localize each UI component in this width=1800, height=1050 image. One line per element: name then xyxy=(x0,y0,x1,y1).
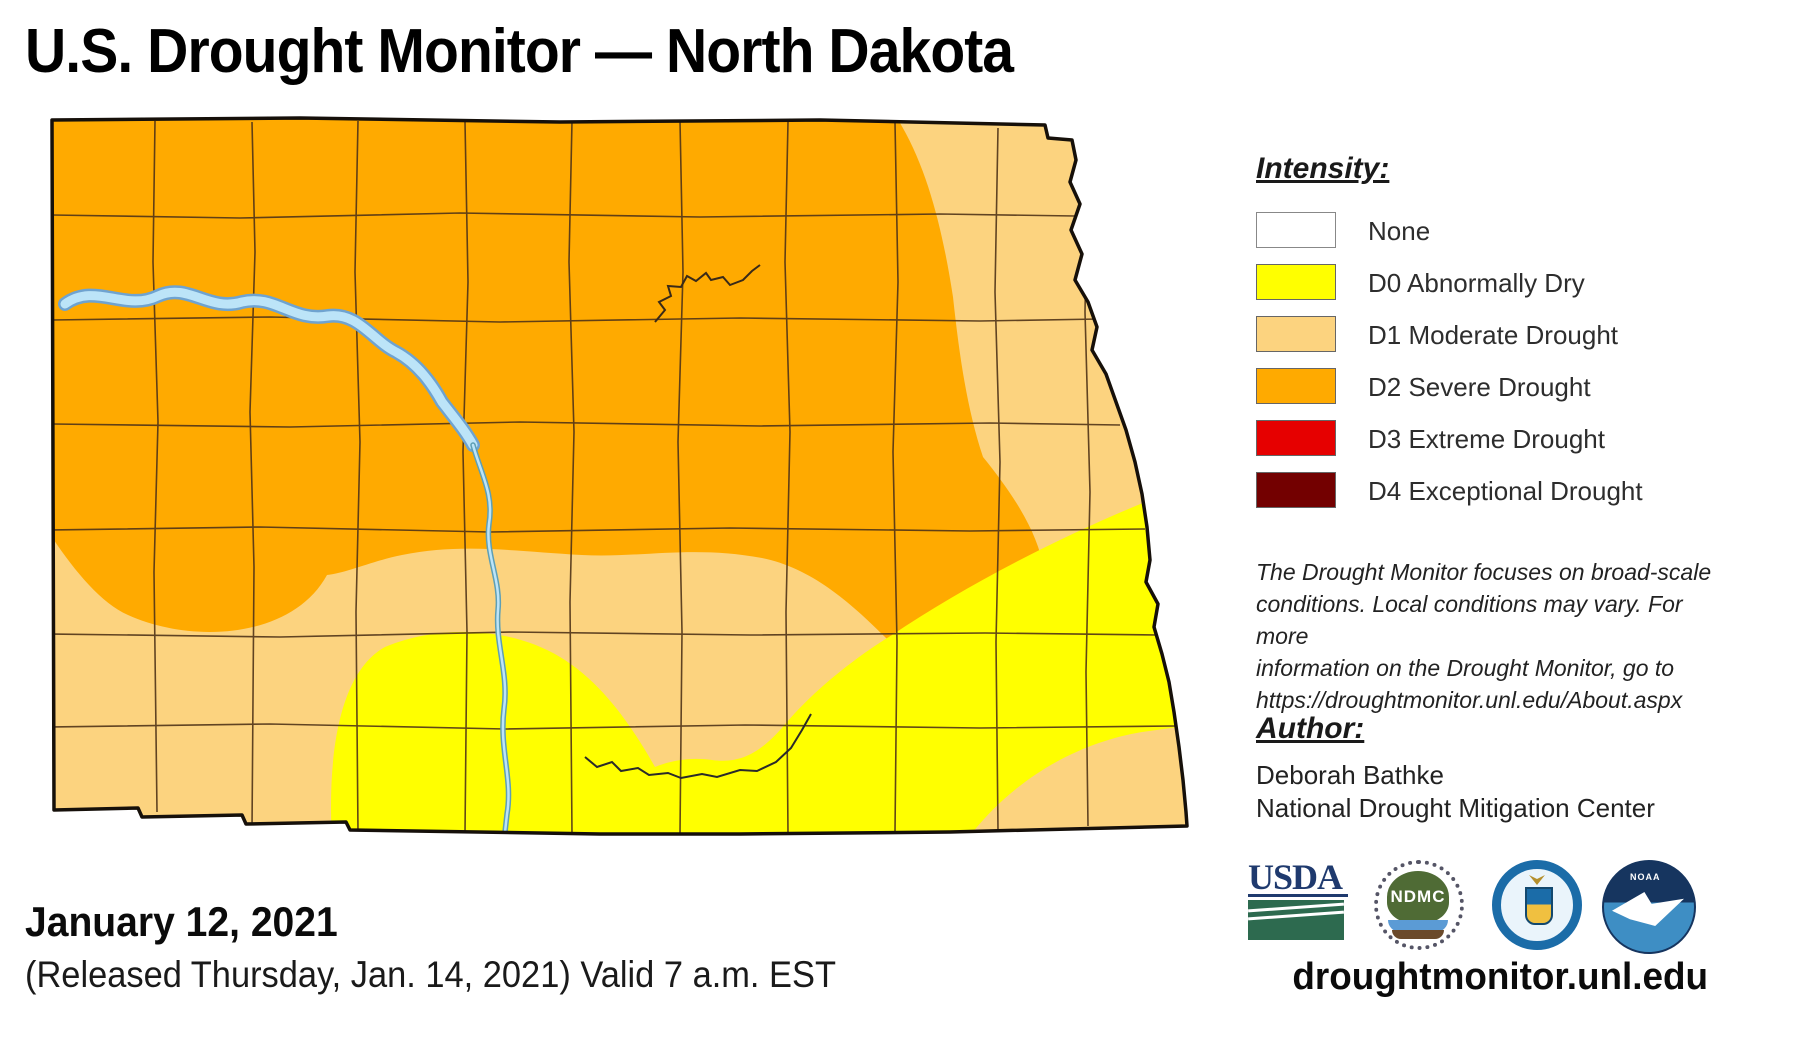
commerce-seal-icon xyxy=(1492,860,1582,950)
disclaimer-line-3: information on the Drought Monitor, go t… xyxy=(1256,655,1675,681)
legend-heading: Intensity: xyxy=(1256,152,1390,185)
commerce-shield-icon xyxy=(1525,887,1553,925)
disclaimer-line-2: conditions. Local conditions may vary. F… xyxy=(1256,591,1683,649)
author-name: Deborah Bathke xyxy=(1256,760,1444,790)
legend-swatch-d1 xyxy=(1256,316,1336,352)
drought-map xyxy=(40,112,1190,842)
map-date: January 12, 2021 xyxy=(25,898,338,945)
date-block: January 12, 2021 (Released Thursday, Jan… xyxy=(25,898,836,996)
logo-row: USDA NDMC NOAA xyxy=(1248,859,1768,954)
ndmc-logo: NDMC xyxy=(1374,860,1464,950)
disclaimer-line-1: The Drought Monitor focuses on broad-sca… xyxy=(1256,559,1712,585)
legend-row-d4: D4 Exceptional Drought xyxy=(1256,472,1756,508)
souris-river xyxy=(654,264,761,323)
page-title: U.S. Drought Monitor — North Dakota xyxy=(25,17,1014,86)
usda-logo-field xyxy=(1248,900,1344,940)
south-meander-boundary xyxy=(584,713,812,780)
legend-label-d1: D1 Moderate Drought xyxy=(1368,320,1619,350)
county-boundaries xyxy=(52,120,1176,834)
author-organization: National Drought Mitigation Center xyxy=(1256,793,1655,823)
usda-logo-text: USDA xyxy=(1248,859,1348,897)
state-outline xyxy=(50,116,1189,836)
legend-row-none: None xyxy=(1256,212,1756,248)
legend-label-d3: D3 Extreme Drought xyxy=(1368,424,1605,454)
release-info: (Released Thursday, Jan. 14, 2021) Valid… xyxy=(25,954,836,995)
author-heading: Author: xyxy=(1256,712,1365,745)
disclaimer-text: The Drought Monitor focuses on broad-sca… xyxy=(1256,556,1736,716)
legend-swatch-none xyxy=(1256,212,1336,248)
legend-swatch-d4 xyxy=(1256,472,1336,508)
commerce-eagle-icon xyxy=(1529,875,1545,885)
legend-row-d1: D1 Moderate Drought xyxy=(1256,316,1756,352)
legend-label-d2: D2 Severe Drought xyxy=(1368,372,1591,402)
region-d0-abnormally-dry xyxy=(330,492,1187,834)
region-d1-southeast-wedge xyxy=(965,724,1187,834)
legend-swatch-d3 xyxy=(1256,420,1336,456)
north-dakota-map-svg xyxy=(50,116,1189,836)
legend-row-d0: D0 Abnormally Dry xyxy=(1256,264,1756,300)
ndmc-logo-center: NDMC xyxy=(1387,871,1449,923)
footer-url: droughtmonitor.unl.edu xyxy=(1292,956,1709,998)
ndmc-logo-text: NDMC xyxy=(1390,887,1446,906)
disclaimer-line-4: https://droughtmonitor.unl.edu/About.asp… xyxy=(1256,687,1683,713)
missouri-river xyxy=(470,442,512,834)
noaa-logo-text: NOAA xyxy=(1630,872,1661,882)
usda-logo: USDA xyxy=(1248,859,1348,950)
legend-label-none: None xyxy=(1368,216,1431,246)
region-d2-severe xyxy=(52,118,1045,658)
legend-label-d4: D4 Exceptional Drought xyxy=(1368,476,1643,506)
noaa-logo: NOAA xyxy=(1602,860,1696,954)
noaa-seagull-icon xyxy=(1612,892,1684,926)
lake-sakakawea xyxy=(58,285,480,452)
legend-label-d0: D0 Abnormally Dry xyxy=(1368,268,1585,298)
legend-swatch-d0 xyxy=(1256,264,1336,300)
ndmc-logo-soil xyxy=(1392,930,1444,939)
legend-column: Intensity: None D0 Abnormally Dry D1 Mod… xyxy=(1248,0,1768,1050)
ndmc-logo-wave xyxy=(1388,920,1448,932)
legend-row-d2: D2 Severe Drought xyxy=(1256,368,1756,404)
legend-swatch-d2 xyxy=(1256,368,1336,404)
legend-row-d3: D3 Extreme Drought xyxy=(1256,420,1756,456)
